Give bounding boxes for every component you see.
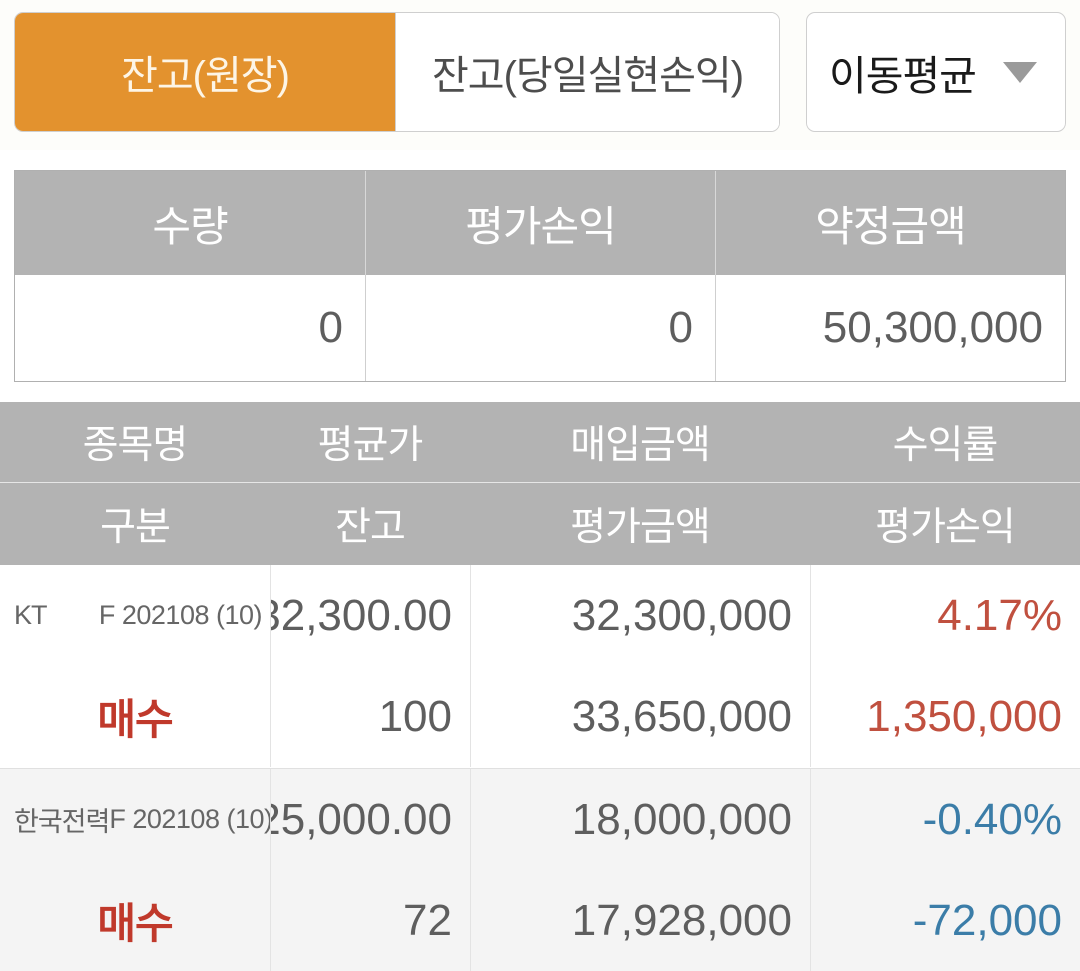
account-summary-table: 수량 평가손익 약정금액 0 0 50,300,000 [14, 170, 1066, 382]
tab-balance-daily-realized-pl-label: 잔고(당일실현손익) [431, 54, 744, 98]
holdings-header-avg-price: 평균가 [270, 402, 470, 482]
holdings-header-eval-amount-label: 평가금액 [570, 506, 711, 549]
average-method-dropdown[interactable]: 이동평균 [806, 12, 1066, 132]
summary-value-eval-pl: 0 [365, 275, 715, 381]
row-avg-price: 25,000.00 [270, 769, 470, 870]
summary-header-row: 수량 평가손익 약정금액 [15, 171, 1065, 275]
row-eval-pl: -72,000 [810, 870, 1080, 971]
summary-header-contract-amount-label: 약정금액 [815, 202, 967, 250]
table-row-line-1: 한국전력 F 202108 (10) 25,000.00 18,000,000 … [0, 769, 1080, 870]
table-row-line-1: KT F 202108 (10) 32,300.00 32,300,000 4.… [0, 565, 1080, 666]
row-buy-amount: 18,000,000 [470, 769, 810, 870]
row-eval-pl: 1,350,000 [810, 666, 1080, 767]
tab-group: 잔고(원장) 잔고(당일실현손익) [14, 12, 780, 132]
row-stock-identity: 한국전력 F 202108 (10) [0, 769, 270, 870]
row-balance: 100 [270, 666, 470, 767]
row-stock-name: KT [14, 600, 48, 630]
summary-header-quantity-label: 수량 [152, 202, 228, 250]
holdings-header-eval-pl: 평가손익 [810, 483, 1080, 565]
holdings-table: 종목명 평균가 매입금액 수익률 구분 잔고 평가금액 평가손익 KT F [0, 402, 1080, 971]
tab-balance-daily-realized-pl[interactable]: 잔고(당일실현손익) [395, 13, 779, 131]
summary-header-eval-pl: 평가손익 [365, 171, 715, 275]
holdings-header-position-type: 구분 [0, 483, 270, 565]
top-toolbar: 잔고(원장) 잔고(당일실현손익) 이동평균 [0, 0, 1080, 150]
holdings-header-stock-name: 종목명 [0, 402, 270, 482]
holdings-header-stock-name-label: 종목명 [82, 424, 189, 467]
average-method-dropdown-value: 이동평균 [829, 53, 977, 99]
holdings-header-avg-price-label: 평균가 [317, 424, 424, 467]
row-eval-amount: 17,928,000 [470, 870, 810, 971]
table-row[interactable]: 한국전력 F 202108 (10) 25,000.00 18,000,000 … [0, 768, 1080, 971]
holdings-header-row-2: 구분 잔고 평가금액 평가손익 [0, 482, 1080, 565]
table-row[interactable]: KT F 202108 (10) 32,300.00 32,300,000 4.… [0, 565, 1080, 768]
summary-header-quantity: 수량 [15, 171, 365, 275]
holdings-header-position-type-label: 구분 [100, 506, 171, 549]
summary-header-contract-amount: 약정금액 [715, 171, 1065, 275]
row-balance: 72 [270, 870, 470, 971]
row-contract-code: F 202108 (10) [109, 804, 270, 834]
row-return-rate: -0.40% [810, 769, 1080, 870]
holdings-header-row-1: 종목명 평균가 매입금액 수익률 [0, 402, 1080, 482]
summary-value-row: 0 0 50,300,000 [15, 275, 1065, 381]
holdings-header-buy-amount-label: 매입금액 [570, 424, 711, 467]
holdings-header-eval-amount: 평가금액 [470, 483, 810, 565]
row-contract-code: F 202108 (10) [98, 600, 263, 630]
row-buy-amount: 32,300,000 [470, 565, 810, 666]
chevron-down-icon [1003, 61, 1037, 83]
tab-balance-ledger-label: 잔고(원장) [121, 54, 290, 98]
holdings-header-balance-label: 잔고 [335, 506, 406, 549]
row-position-type: 매수 [97, 900, 173, 947]
summary-header-eval-pl-label: 평가손익 [465, 202, 617, 250]
tab-balance-ledger[interactable]: 잔고(원장) [15, 13, 395, 131]
holdings-header-balance: 잔고 [270, 483, 470, 565]
row-position-type: 매수 [97, 696, 173, 743]
row-return-rate: 4.17% [810, 565, 1080, 666]
holdings-header-return-rate: 수익률 [810, 402, 1080, 482]
row-eval-amount: 33,650,000 [470, 666, 810, 767]
table-row-line-2: 매수 100 33,650,000 1,350,000 [0, 666, 1080, 767]
holdings-header-return-rate-label: 수익률 [892, 424, 999, 467]
summary-value-contract-amount: 50,300,000 [715, 275, 1065, 381]
row-avg-price: 32,300.00 [270, 565, 470, 666]
holdings-header-buy-amount: 매입금액 [470, 402, 810, 482]
holdings-header-eval-pl-label: 평가손익 [875, 506, 1016, 549]
table-row-line-2: 매수 72 17,928,000 -72,000 [0, 870, 1080, 971]
summary-value-quantity: 0 [318, 303, 343, 352]
row-stock-identity: KT F 202108 (10) [0, 565, 270, 666]
row-stock-name: 한국전력 [14, 807, 110, 837]
